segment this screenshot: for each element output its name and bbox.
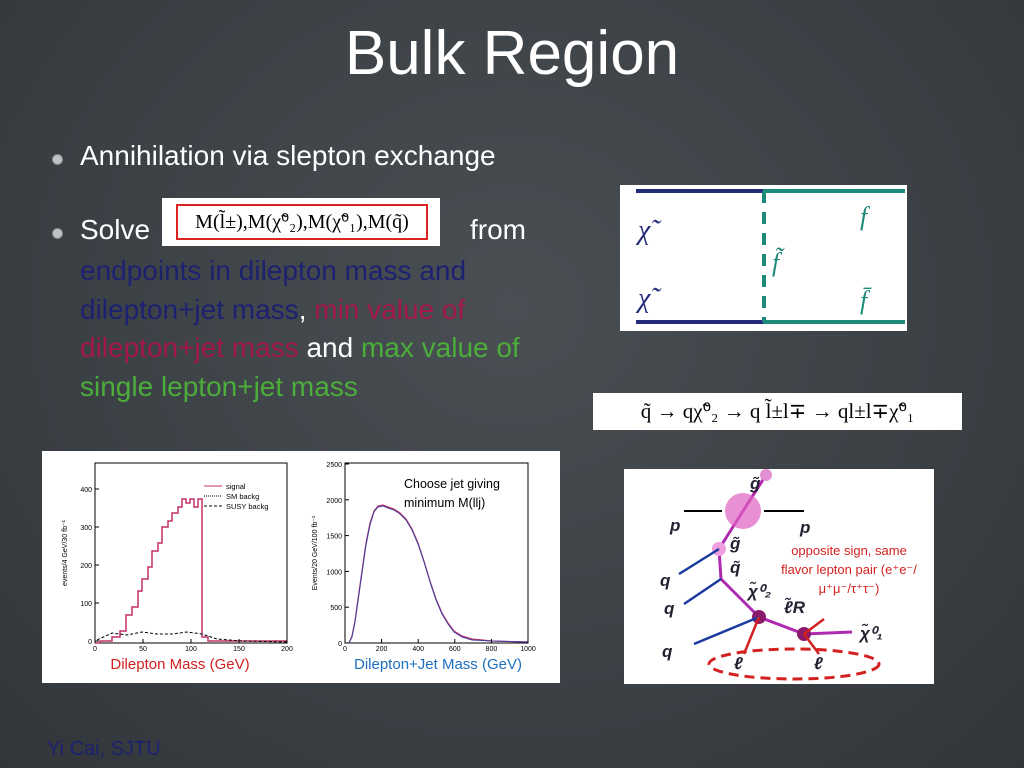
label: f <box>860 202 871 231</box>
quark-lines <box>678 547 760 646</box>
y-tick-label: 200 <box>80 563 92 570</box>
x-tick-label: 150 <box>233 646 245 653</box>
susy-histogram <box>96 631 288 643</box>
x-tick-label: 200 <box>376 646 388 653</box>
label: g̃ <box>729 534 741 553</box>
vertex <box>725 493 761 529</box>
label: p <box>669 516 680 535</box>
decay-chain: q̃ → qχ̃⁰₂ → q l̃±l∓ → ql±l∓χ̃⁰₁ <box>593 393 962 430</box>
label: q <box>664 599 675 618</box>
y-tick-label: 1000 <box>326 569 342 576</box>
annotation: Choose jet giving minimum M(llj) <box>404 477 500 510</box>
x-tick-label: 400 <box>412 646 424 653</box>
y-axis-label: Events/20 GeV/100 fb⁻¹ <box>312 515 319 590</box>
label: q <box>662 642 673 661</box>
legend-label: signal <box>226 482 246 491</box>
x-tick-label: 50 <box>139 646 147 653</box>
x-tick-label: 1000 <box>520 646 536 653</box>
x-tick-label: 100 <box>185 646 197 653</box>
label: q̃ <box>730 558 741 577</box>
y-tick-label: 2000 <box>326 498 342 505</box>
label: q <box>660 571 671 590</box>
plots: 0 100 200 300 400 0 50 100 150 200 events/4 GeV/30… <box>42 451 560 683</box>
label: χ̃⁰₁ <box>858 623 883 643</box>
label: p <box>799 518 810 537</box>
bullet-lead: Solve <box>80 214 151 245</box>
note-box: opposite sign, same flavor lepton pair (… <box>781 543 917 596</box>
x-tick-label: 600 <box>449 646 461 653</box>
bullet-icon <box>52 228 63 239</box>
x-tick-label: 0 <box>93 646 97 653</box>
caption: Dilepton+Jet Mass (GeV) <box>354 656 522 673</box>
formula-box: M(l̃±),M(χ̃⁰₂),M(χ̃⁰₁),M(q̃) <box>162 198 440 246</box>
label: χ̃⁰₂ <box>746 581 772 601</box>
label: g̃ <box>749 474 761 493</box>
footer: Yi Cai, SJTU <box>47 738 161 760</box>
mllj-histogram <box>348 505 529 644</box>
y-tick-label: 300 <box>80 525 92 532</box>
bullet-part: max value of single lepton+jet mass <box>80 332 520 402</box>
x-tick-label: 800 <box>486 646 498 653</box>
y-tick-label: 0 <box>88 639 92 646</box>
x-tick-label: 200 <box>281 646 293 653</box>
formula: M(l̃±),M(χ̃⁰₂),M(χ̃⁰₁),M(q̃) <box>176 204 428 240</box>
x-tick-label: 0 <box>343 646 347 653</box>
y-tick-label: 0 <box>338 641 342 648</box>
bullet-tail: from <box>470 214 526 245</box>
bullet-part: and <box>298 332 361 363</box>
note: opposite sign, same flavor lepton pair (… <box>781 543 917 596</box>
annotation-box: Choose jet giving minimum M(llj) <box>404 477 500 510</box>
panel <box>42 451 560 683</box>
y-axis-label: events/4 GeV/30 fb⁻¹ <box>62 519 69 586</box>
legend-label: SUSY backg <box>226 502 268 511</box>
label: ℓ <box>814 654 823 673</box>
title: Bulk Region <box>344 19 680 88</box>
vertex <box>760 469 772 481</box>
caption: Dilepton Mass (GeV) <box>110 656 249 673</box>
y-tick-label: 1500 <box>326 534 342 541</box>
cascade-diagram: g̃ p p g̃ q̃ q χ̃⁰₂ ℓ̃R χ̃⁰₁ q q ℓ ℓ opp… <box>624 469 934 684</box>
y-tick-label: 2500 <box>326 462 342 469</box>
bullet-icon <box>52 154 63 165</box>
lepton-pair-ring <box>707 647 881 681</box>
bullet-part: , <box>298 293 315 325</box>
bullet-body: endpoints in dilepton mass and dilepton+… <box>80 252 555 406</box>
lepton-lines <box>742 616 825 655</box>
bullet-text: Annihilation via slepton exchange <box>80 140 496 171</box>
y-tick-label: 400 <box>80 487 92 494</box>
label: ℓ <box>734 654 743 673</box>
feynman-diagram: χ̃ χ̃ f̃ f f̄ <box>620 185 907 331</box>
plot-frame <box>344 462 529 644</box>
bullet-part: endpoints in dilepton mass and dilepton+… <box>80 255 467 325</box>
label: ℓ̃R <box>784 597 806 617</box>
legend-label: SM backg <box>226 492 259 501</box>
y-tick-label: 500 <box>330 605 342 612</box>
y-tick-label: 100 <box>80 601 92 608</box>
signal-histogram <box>95 498 287 644</box>
bullet-part: min value of dilepton+jet mass <box>80 293 466 364</box>
